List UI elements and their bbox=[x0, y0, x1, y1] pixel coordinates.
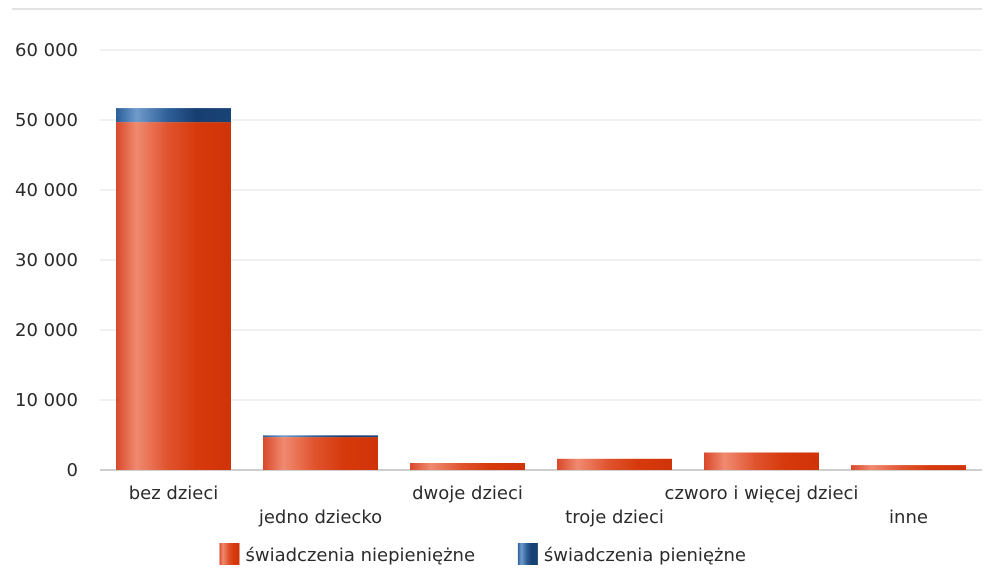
y-axis-ticks: 0 10 000 20 000 30 000 40 000 50 000 60 000 bbox=[15, 40, 78, 481]
y-tick-label: 10 000 bbox=[15, 390, 78, 411]
bar-niepieniezne bbox=[263, 437, 378, 470]
bars bbox=[116, 108, 966, 470]
bar-pieniezne bbox=[116, 108, 231, 123]
x-axis-labels: bez dzieci jedno dziecko dwoje dzieci troje… bbox=[129, 483, 928, 528]
bar-niepieniezne bbox=[851, 465, 966, 470]
bar-niepieniezne bbox=[557, 458, 672, 470]
legend-swatch bbox=[517, 543, 538, 565]
bar-pieniezne bbox=[263, 435, 378, 438]
y-tick-label: 0 bbox=[67, 460, 78, 481]
legend: świadczenia niepieniężne świadczenia pien… bbox=[219, 543, 746, 566]
bar-niepieniezne bbox=[704, 452, 819, 470]
y-tick-label: 60 000 bbox=[15, 40, 78, 61]
x-tick-label: bez dzieci bbox=[129, 483, 219, 504]
x-tick-label: dwoje dzieci bbox=[412, 483, 523, 504]
legend-swatch bbox=[219, 543, 240, 565]
x-tick-label: jedno dziecko bbox=[258, 507, 382, 528]
grid bbox=[100, 49, 982, 471]
y-tick-label: 50 000 bbox=[15, 110, 78, 131]
bar-niepieniezne bbox=[410, 463, 525, 470]
y-tick-label: 40 000 bbox=[15, 180, 78, 201]
legend-label: świadczenia niepieniężne bbox=[246, 545, 476, 566]
x-tick-label: troje dzieci bbox=[565, 507, 664, 528]
y-tick-label: 30 000 bbox=[15, 250, 78, 271]
legend-label: świadczenia pieniężne bbox=[544, 545, 746, 566]
x-tick-label: inne bbox=[889, 507, 928, 528]
bar-niepieniezne bbox=[116, 122, 231, 470]
y-tick-label: 20 000 bbox=[15, 320, 78, 341]
x-tick-label: czworo i więcej dzieci bbox=[665, 483, 859, 504]
